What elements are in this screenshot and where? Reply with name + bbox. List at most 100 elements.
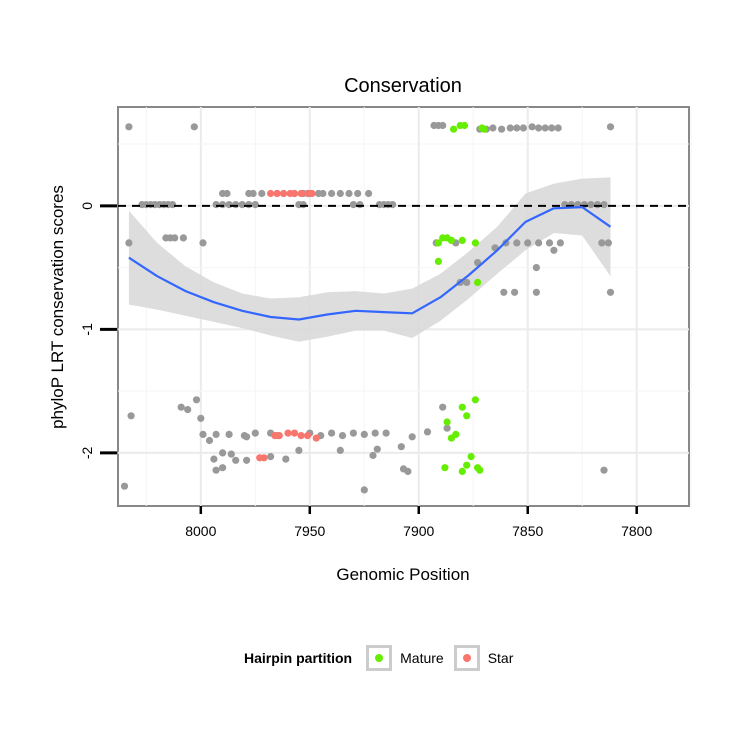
data-point-other [232, 456, 240, 464]
data-point-mature [471, 396, 479, 404]
data-point-other [336, 446, 344, 454]
data-point-other [345, 189, 353, 198]
data-point-other [336, 189, 344, 198]
legend-label-mature: Mature [400, 650, 444, 666]
data-point-other [598, 239, 606, 247]
data-point-star [273, 189, 281, 198]
data-point-other [210, 455, 218, 463]
data-point-star [275, 432, 283, 440]
data-point-other [408, 433, 416, 441]
data-point-other [212, 201, 220, 209]
data-point-other [371, 429, 379, 437]
data-point-other [197, 414, 205, 422]
data-point-other [498, 125, 506, 133]
data-point-mature [458, 467, 466, 475]
data-point-other [365, 189, 373, 198]
data-point-other [251, 429, 259, 437]
data-point-mature [480, 125, 488, 133]
data-point-other [535, 124, 543, 132]
data-point-other [382, 429, 390, 437]
data-point-other [328, 189, 336, 198]
data-point-star [312, 434, 320, 442]
data-point-other [227, 450, 235, 458]
data-point-other [219, 201, 227, 209]
data-point-other [205, 436, 214, 445]
data-point-mature [471, 239, 479, 247]
data-point-other [360, 430, 368, 438]
data-point-other [600, 201, 608, 209]
data-point-other [519, 124, 528, 132]
data-point-other [177, 403, 185, 411]
data-point-other [554, 124, 562, 132]
data-point-star [290, 189, 299, 198]
data-point-mature [443, 418, 451, 426]
data-point-mature [463, 412, 471, 420]
data-point-other [251, 201, 259, 209]
legend-key-star: Star [453, 645, 514, 671]
data-point-other [439, 121, 447, 130]
data-point-other [587, 201, 595, 209]
data-point-other [532, 264, 541, 272]
data-point-other [349, 429, 357, 437]
data-point-mature [458, 403, 466, 411]
data-point-other [199, 430, 207, 438]
data-point-mature [434, 239, 442, 247]
data-point-other [528, 123, 536, 131]
legend-swatch-star [453, 645, 480, 671]
data-point-other [373, 445, 381, 453]
legend-key-mature: Mature [366, 645, 444, 671]
data-point-other [506, 124, 514, 132]
data-point-other [423, 428, 432, 436]
data-point-other [219, 464, 227, 472]
x-tick-label: 7950 [294, 523, 325, 539]
x-tick-label: 8000 [185, 523, 216, 539]
data-point-mature [450, 125, 458, 133]
data-point-other [232, 201, 240, 209]
data-point-mature [467, 453, 475, 461]
data-point-other [295, 446, 303, 454]
data-point-other [125, 239, 133, 247]
legend-title: Hairpin partition [244, 650, 353, 666]
data-point-other [606, 123, 615, 131]
data-point-other [541, 124, 549, 132]
data-point-other [535, 239, 543, 247]
data-point-other [389, 201, 397, 209]
y-axis-label: phyloP LRT conservation scores [48, 185, 67, 429]
data-point-other [282, 455, 290, 463]
data-point-other [192, 396, 201, 404]
data-point-other [212, 466, 220, 474]
data-point-other [219, 449, 227, 457]
data-point-other [249, 189, 257, 198]
y-tick-label: -1 [79, 323, 95, 336]
data-point-other [556, 239, 565, 247]
axes: 8000 7950 7900 7850 7800 -2 -1 0 [79, 202, 652, 539]
data-point-other [513, 239, 521, 247]
data-point-other [299, 201, 307, 209]
data-point-other [349, 201, 357, 209]
data-point-other [184, 406, 192, 414]
x-tick-label: 7800 [621, 523, 652, 539]
data-point-other [532, 288, 541, 296]
y-tick-label: 0 [79, 202, 95, 210]
data-point-other [199, 239, 207, 247]
legend-label-star: Star [487, 650, 514, 666]
data-point-other [125, 123, 133, 131]
data-point-other [500, 288, 508, 296]
data-point-other [225, 201, 233, 209]
legend-swatch-mature [366, 645, 393, 671]
data-point-other [545, 239, 554, 247]
data-point-star [308, 189, 316, 198]
data-point-other [604, 239, 613, 247]
data-point-other [243, 433, 251, 441]
data-point-other [245, 201, 253, 209]
data-point-mature [441, 464, 449, 472]
data-point-star [304, 432, 312, 440]
x-tick-label: 7850 [512, 523, 543, 539]
legend: Hairpin partition Mature Star [244, 642, 523, 674]
data-point-other [356, 201, 364, 209]
data-point-other [369, 451, 377, 459]
smooth-line [128, 206, 612, 321]
confidence-band-area [128, 177, 611, 342]
data-point-other [463, 278, 471, 286]
